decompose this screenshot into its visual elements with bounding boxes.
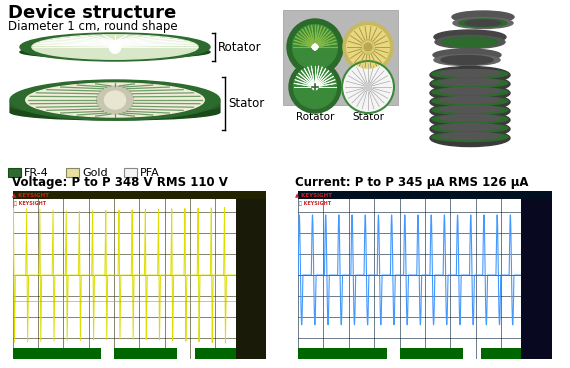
- Ellipse shape: [432, 132, 508, 142]
- Ellipse shape: [364, 43, 372, 51]
- Ellipse shape: [465, 20, 501, 26]
- Ellipse shape: [440, 78, 500, 85]
- Text: 🔴 KEYSIGHT: 🔴 KEYSIGHT: [299, 201, 332, 206]
- Ellipse shape: [10, 102, 220, 118]
- Ellipse shape: [434, 30, 506, 44]
- Ellipse shape: [453, 18, 513, 28]
- Ellipse shape: [432, 96, 508, 106]
- Ellipse shape: [287, 19, 343, 75]
- Text: Stator: Stator: [352, 112, 384, 122]
- Ellipse shape: [312, 44, 318, 50]
- Text: Gold: Gold: [82, 167, 108, 177]
- Ellipse shape: [294, 66, 336, 109]
- Ellipse shape: [440, 114, 500, 121]
- Bar: [8, 168, 21, 177]
- Bar: [236, 191, 266, 359]
- Ellipse shape: [430, 93, 510, 110]
- Ellipse shape: [104, 91, 125, 109]
- Text: Rotator: Rotator: [218, 40, 262, 53]
- Bar: [114, 348, 177, 359]
- Ellipse shape: [10, 94, 220, 110]
- Ellipse shape: [361, 40, 375, 54]
- Ellipse shape: [10, 96, 220, 112]
- Bar: [481, 348, 522, 359]
- Text: ▲ KEYSIGHT: ▲ KEYSIGHT: [12, 192, 49, 197]
- Ellipse shape: [440, 132, 500, 139]
- Bar: [195, 348, 236, 359]
- Ellipse shape: [459, 19, 507, 27]
- Ellipse shape: [292, 25, 337, 70]
- Text: Stator: Stator: [228, 96, 264, 110]
- Ellipse shape: [32, 35, 198, 59]
- Ellipse shape: [364, 84, 372, 91]
- Ellipse shape: [109, 41, 121, 53]
- Ellipse shape: [435, 35, 505, 49]
- Ellipse shape: [20, 46, 210, 58]
- Ellipse shape: [430, 121, 510, 138]
- Ellipse shape: [432, 88, 508, 96]
- Ellipse shape: [430, 75, 510, 92]
- Ellipse shape: [432, 78, 508, 88]
- Ellipse shape: [430, 67, 510, 84]
- Bar: [13, 348, 101, 359]
- Ellipse shape: [430, 85, 510, 102]
- Text: 🔴 KEYSIGHT: 🔴 KEYSIGHT: [14, 201, 46, 206]
- Ellipse shape: [347, 26, 389, 68]
- Ellipse shape: [441, 56, 493, 64]
- Bar: [124, 168, 137, 177]
- Text: Voltage: P to P 348 V RMS 110 V: Voltage: P to P 348 V RMS 110 V: [12, 176, 228, 189]
- Bar: [400, 348, 463, 359]
- Text: FR-4: FR-4: [24, 167, 49, 177]
- Ellipse shape: [26, 83, 204, 117]
- Ellipse shape: [430, 130, 510, 146]
- Bar: [298, 348, 387, 359]
- Ellipse shape: [289, 61, 341, 113]
- Ellipse shape: [440, 88, 500, 95]
- Text: PFA: PFA: [140, 167, 160, 177]
- Text: Current: P to P 345 μA RMS 126 μA: Current: P to P 345 μA RMS 126 μA: [295, 176, 528, 189]
- Ellipse shape: [442, 37, 498, 47]
- Text: Rotator: Rotator: [296, 112, 334, 122]
- Ellipse shape: [430, 112, 510, 128]
- Ellipse shape: [97, 86, 133, 114]
- Ellipse shape: [312, 84, 318, 90]
- Ellipse shape: [432, 70, 508, 78]
- Ellipse shape: [432, 106, 508, 114]
- Ellipse shape: [440, 106, 500, 113]
- Ellipse shape: [433, 49, 501, 61]
- Ellipse shape: [10, 104, 220, 120]
- Ellipse shape: [440, 70, 500, 77]
- Ellipse shape: [434, 54, 500, 66]
- Ellipse shape: [440, 124, 500, 131]
- Ellipse shape: [432, 114, 508, 124]
- Text: Diameter 1 cm, round shape: Diameter 1 cm, round shape: [8, 20, 178, 33]
- Bar: [13, 191, 266, 199]
- Bar: [283, 10, 398, 105]
- Ellipse shape: [10, 98, 220, 114]
- Bar: [522, 191, 552, 359]
- Ellipse shape: [342, 61, 394, 113]
- Ellipse shape: [440, 96, 500, 103]
- Ellipse shape: [430, 103, 510, 120]
- Text: Device structure: Device structure: [8, 4, 176, 22]
- Ellipse shape: [10, 100, 220, 116]
- Ellipse shape: [452, 11, 514, 23]
- Ellipse shape: [10, 80, 220, 120]
- Bar: [66, 168, 79, 177]
- Ellipse shape: [343, 22, 393, 72]
- Text: ▲ KEYSIGHT: ▲ KEYSIGHT: [295, 192, 332, 197]
- Ellipse shape: [20, 33, 210, 61]
- Ellipse shape: [432, 124, 508, 132]
- Bar: [298, 191, 552, 199]
